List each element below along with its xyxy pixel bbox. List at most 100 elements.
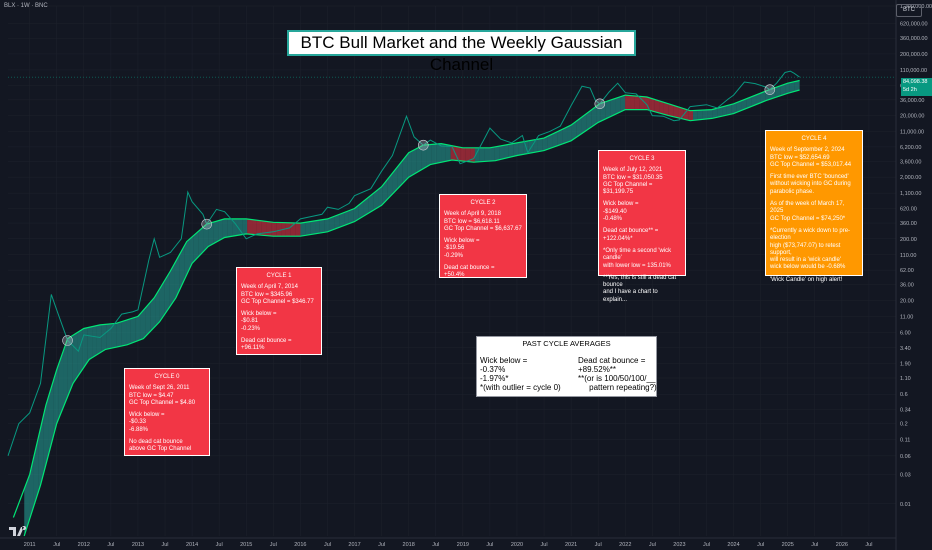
gaussian-channel-segment xyxy=(198,226,204,257)
x-tick-label: Jul xyxy=(486,542,493,548)
gaussian-channel-segment xyxy=(87,326,93,363)
x-tick-label: 2025 xyxy=(782,542,794,548)
gaussian-channel-segment xyxy=(130,317,136,344)
x-tick-label: Jul xyxy=(107,542,114,548)
note-cycle-1: CYCLE 1 Week of April 7, 2014 BTC low = $3… xyxy=(236,267,322,355)
gaussian-channel-segment xyxy=(571,120,577,141)
gaussian-channel-segment xyxy=(348,208,354,224)
gaussian-channel-segment xyxy=(731,102,737,115)
gaussian-channel-segment xyxy=(634,95,640,110)
note-title: CYCLE 0 xyxy=(154,374,180,380)
gaussian-channel-segment xyxy=(38,414,44,491)
gaussian-channel-segment xyxy=(441,143,446,163)
cycle-averages-box: PAST CYCLE AVERAGES Wick below = -0.37% -1… xyxy=(476,336,657,397)
gaussian-channel-segment xyxy=(232,218,238,237)
gaussian-channel-segment xyxy=(581,113,587,134)
averages-line: Wick below = xyxy=(480,356,528,365)
averages-line: -1.97%* xyxy=(480,374,509,383)
note-line: Week of September 2, 2024 xyxy=(770,147,845,154)
x-tick-label: Jul xyxy=(811,542,818,548)
gaussian-channel-segment xyxy=(72,332,78,385)
x-tick-label: Jul xyxy=(216,542,223,548)
note-line: BTC low = $6,618.11 xyxy=(444,218,500,225)
gaussian-channel-segment xyxy=(663,102,669,116)
channel-upper-line xyxy=(12,79,800,518)
note-line: -0.48% xyxy=(603,216,623,223)
averages-left: Wick below = -0.37% -1.97%* *(with outlier … xyxy=(480,356,561,392)
y-tick-label: 1.10 xyxy=(900,376,911,382)
chart-title: BTC Bull Market and the Weekly Gaussian … xyxy=(287,30,636,74)
y-tick-label: 110,000.00 xyxy=(900,68,927,74)
note-line: without wicking into GC during xyxy=(770,181,851,188)
y-tick-label: 20.00 xyxy=(900,298,914,304)
note-cycle-4: CYCLE 4 Week of September 2, 2024 BTC low … xyxy=(765,130,863,283)
y-tick-label: 2,000.00 xyxy=(900,175,921,181)
gaussian-channel-segment xyxy=(189,235,194,270)
y-tick-label: 0.11 xyxy=(900,438,910,444)
cycle-marker xyxy=(594,98,606,110)
y-tick-label: 0.34 xyxy=(900,407,911,413)
gaussian-channel-segment xyxy=(77,329,83,377)
x-tick-label: Jul xyxy=(378,542,385,548)
note-line: -$19.56 xyxy=(444,245,465,252)
y-tick-label: 1.90 xyxy=(900,361,911,367)
y-tick-label: 0.2 xyxy=(900,422,908,428)
gaussian-channel-segment xyxy=(436,143,442,164)
note-title: CYCLE 3 xyxy=(629,156,655,162)
note-line: high ($73,747.07) to retest support, xyxy=(770,242,841,256)
note-line: -0.29% xyxy=(444,252,464,259)
x-tick-label: Jul xyxy=(270,542,277,548)
note-line: BTC low = $31,050.35 xyxy=(603,174,663,181)
note-line: +96.11% xyxy=(241,345,265,352)
gaussian-channel-segment xyxy=(218,219,223,242)
y-tick-label: 360,000.00 xyxy=(900,36,928,42)
averages-line: -0.37% xyxy=(480,365,506,374)
last-price: 84,098.38 xyxy=(903,79,928,85)
tradingview-logo[interactable] xyxy=(8,524,30,538)
x-tick-label: Jul xyxy=(162,542,169,548)
x-tick-label: 2016 xyxy=(294,542,306,548)
ticker-box[interactable]: BTC xyxy=(896,4,922,17)
gaussian-channel-segment xyxy=(484,147,490,162)
gaussian-channel-segment xyxy=(96,324,102,355)
gaussian-channel-segment xyxy=(256,220,262,236)
gaussian-channel-segment xyxy=(382,179,388,204)
gaussian-channel-segment xyxy=(53,365,59,437)
note-title: CYCLE 4 xyxy=(801,136,827,142)
y-tick-label: 36,000.00 xyxy=(900,98,924,104)
x-tick-label: Jul xyxy=(432,542,439,548)
note-line: No dead cat bounce xyxy=(129,439,183,446)
gaussian-channel-segment xyxy=(780,84,786,96)
gaussian-channel-segment xyxy=(673,105,679,118)
gaussian-channel-segment xyxy=(654,99,660,113)
gaussian-channel-segment xyxy=(140,307,146,340)
gaussian-channel-segment xyxy=(227,218,233,237)
x-tick-label: Jul xyxy=(541,542,548,548)
note-line: BTC low = $345.96 xyxy=(241,291,293,298)
gaussian-channel-segment xyxy=(261,220,267,236)
gaussian-channel-segment xyxy=(315,220,320,234)
gaussian-channel-segment xyxy=(591,106,597,128)
gaussian-channel-segment xyxy=(353,205,359,222)
note-line: parabolic phase. xyxy=(770,188,815,195)
gaussian-channel-segment xyxy=(513,142,519,157)
symbol-label: BLX · 1W · BNC xyxy=(4,3,48,9)
note-line: Dead cat bounce** = xyxy=(603,228,659,235)
y-tick-label: 620,000.00 xyxy=(900,22,928,28)
averages-line: *(with outlier = cycle 0) xyxy=(480,383,561,392)
x-tick-label: 2017 xyxy=(348,542,360,548)
note-cycle-3: CYCLE 3 Week of July 12, 2021 BTC low = $3… xyxy=(598,150,686,303)
gaussian-channel-segment xyxy=(504,144,509,159)
y-tick-label: 3.40 xyxy=(900,346,911,352)
cycle-marker xyxy=(201,218,213,230)
averages-right: Dead cat bounce = +89.52%** **(or is 100/5… xyxy=(578,356,657,392)
gaussian-channel-segment xyxy=(387,172,393,199)
x-tick-label: Jul xyxy=(595,542,602,548)
gaussian-channel-segment xyxy=(145,302,151,337)
gaussian-channel-segment xyxy=(431,144,437,165)
note-line: BTC low = $52,654.69 xyxy=(770,154,830,161)
gaussian-channel-segment xyxy=(392,166,398,194)
note-line: Week of April 9, 2018 xyxy=(444,211,501,218)
gaussian-channel-segment xyxy=(542,136,548,151)
gaussian-channel-segment xyxy=(499,145,505,160)
